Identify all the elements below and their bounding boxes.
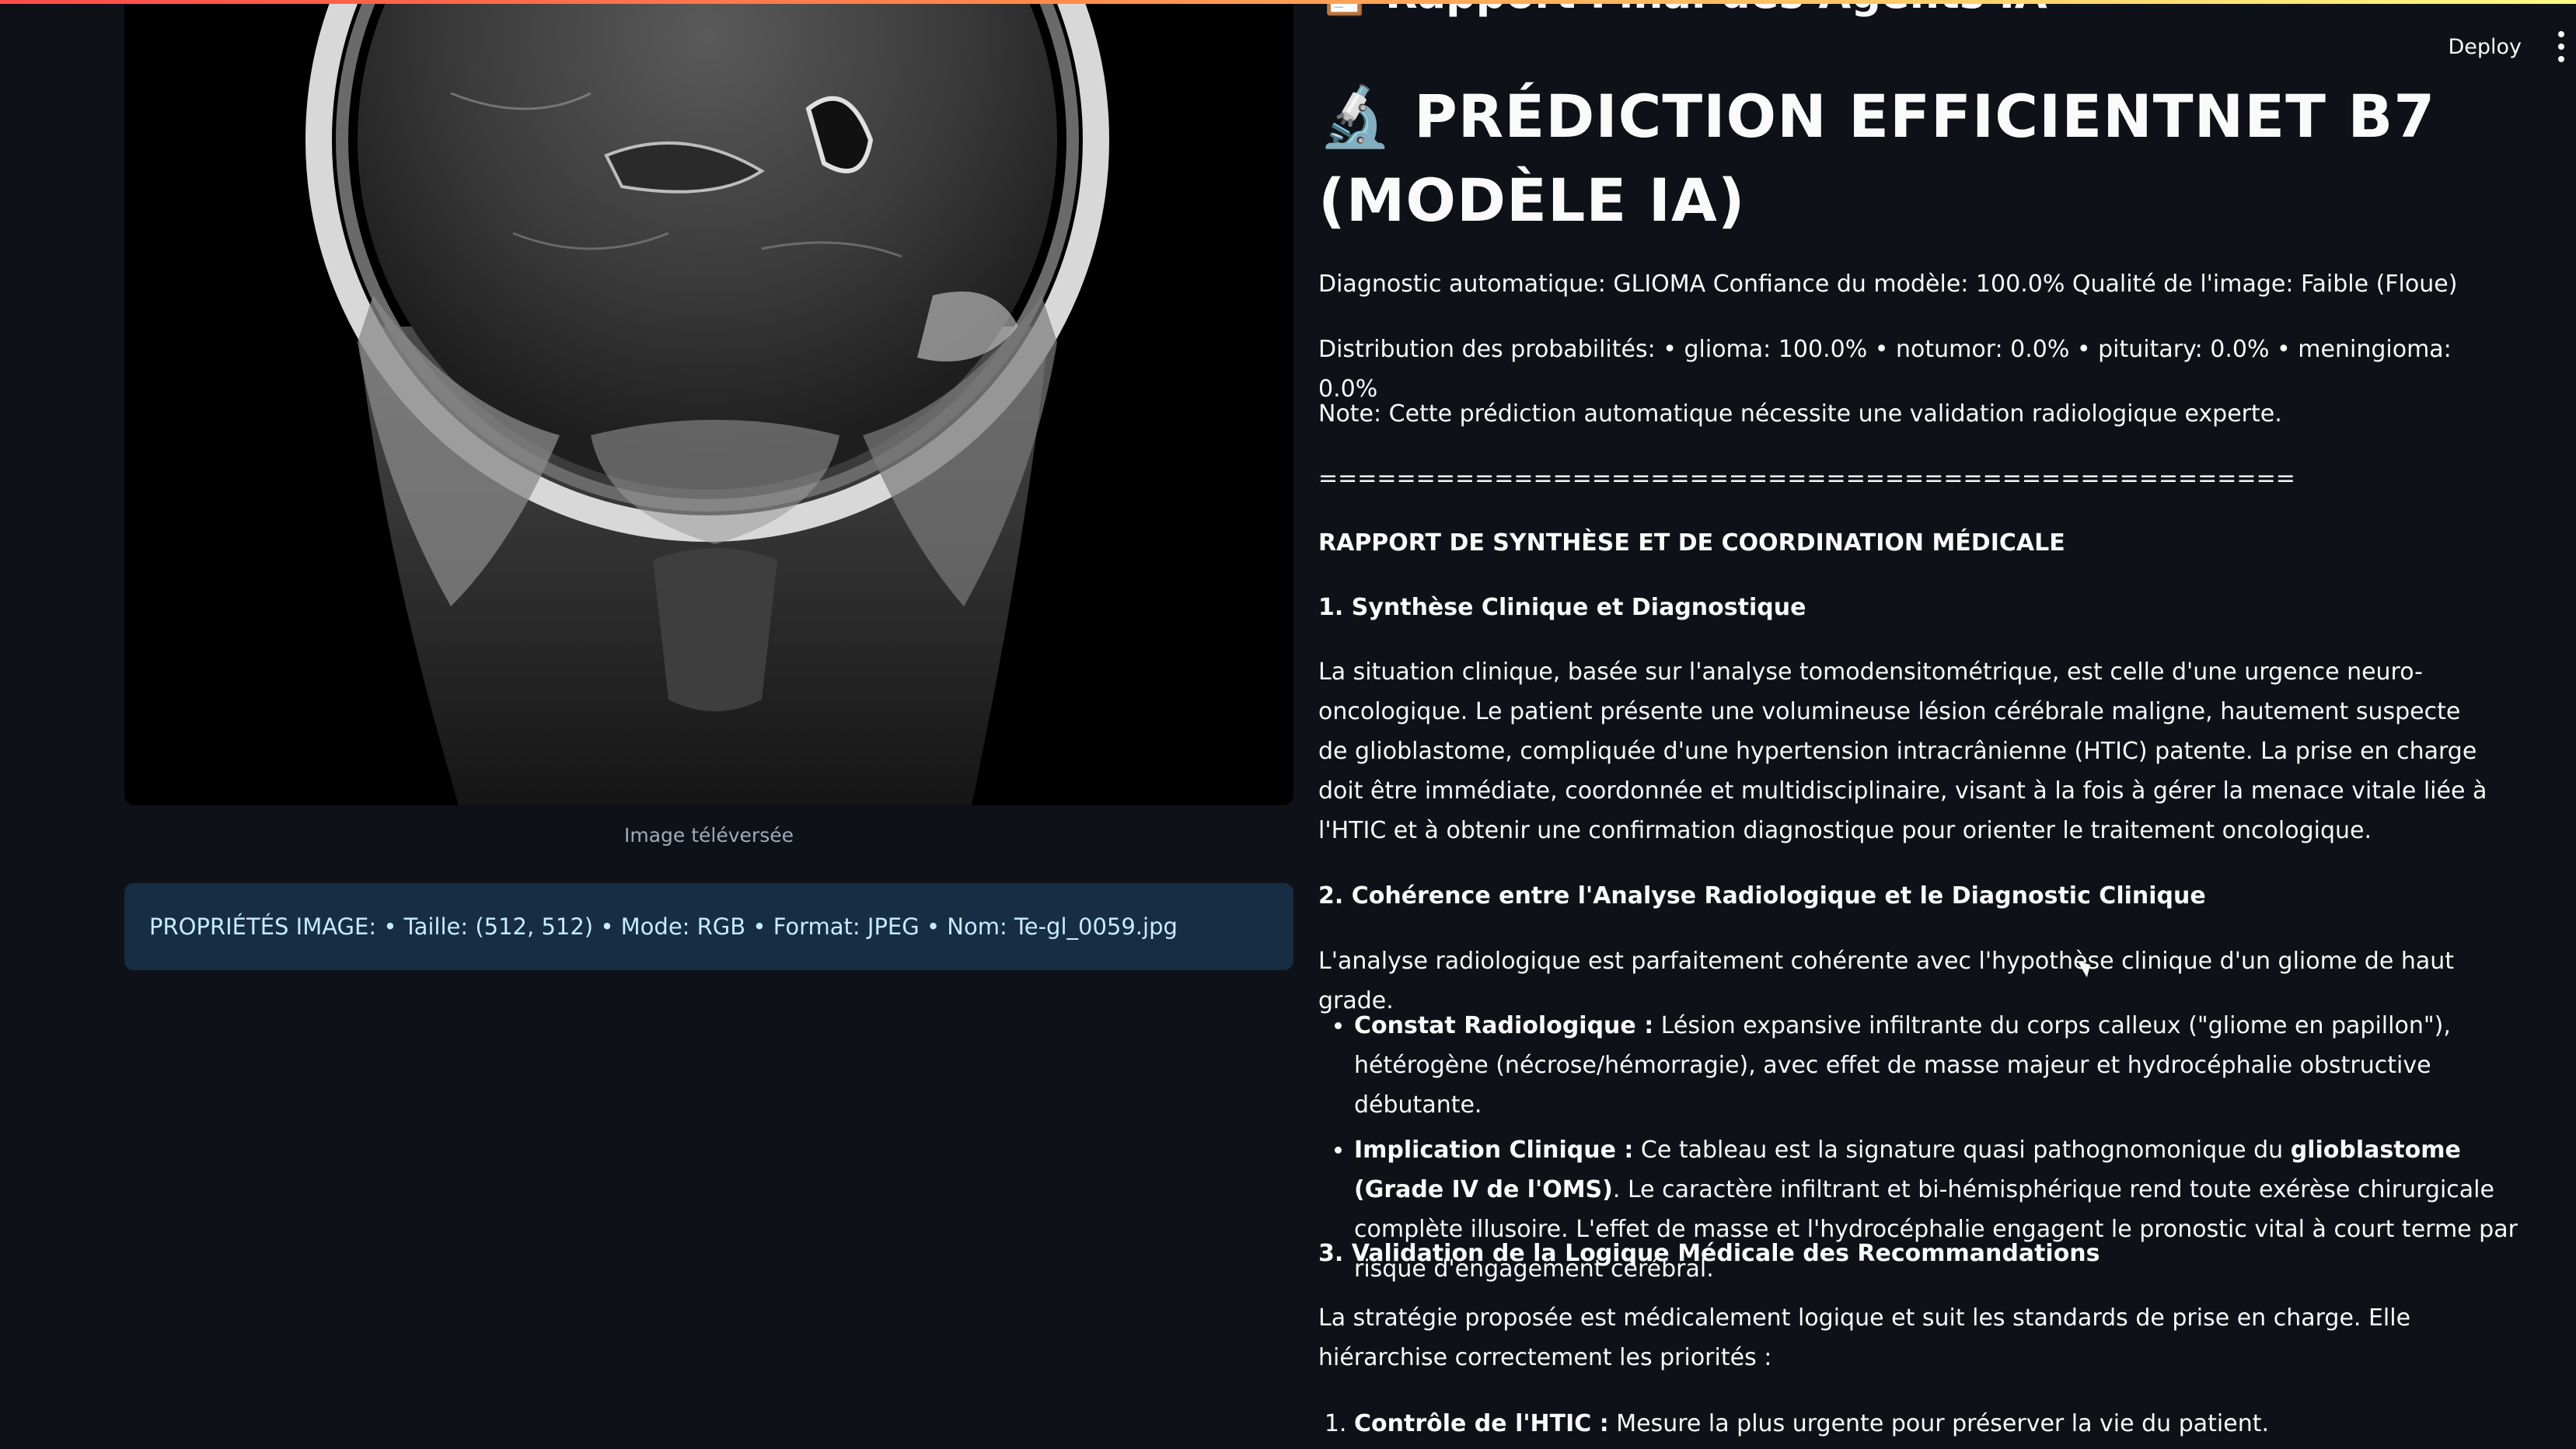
final-report-heading-partial: 📋 Rapport Final des Agents IA	[1318, 0, 2047, 19]
list-item: Contrôle de l'HTIC : Mesure la plus urge…	[1354, 1404, 2528, 1444]
report-icon: 📋	[1318, 0, 1385, 18]
prediction-heading: 🔬 PRÉDICTION EFFICIENTNET B7 (MODÈLE IA)	[1318, 82, 2436, 235]
top-decoration-bar	[0, 0, 2576, 4]
report-title: RAPPORT DE SYNTHÈSE ET DE COORDINATION M…	[1318, 529, 2065, 557]
section-2-body: L'analyse radiologique est parfaitement …	[1318, 948, 2455, 1014]
main-menu-icon[interactable]	[2557, 31, 2565, 62]
image-properties-info-box: PROPRIÉTÉS IMAGE: • Taille: (512, 512) •…	[124, 883, 1293, 970]
diagnostic-line: Diagnostic automatique: GLIOMA Confiance…	[1318, 271, 2458, 298]
separator-line: ========================================…	[1318, 465, 2295, 492]
prediction-note: Note: Cette prédiction automatique néces…	[1318, 400, 2282, 428]
section-3-numbered-list: Contrôle de l'HTIC : Mesure la plus urge…	[1318, 1404, 2528, 1449]
section-1-title: 1. Synthèse Clinique et Diagnostique	[1318, 594, 1806, 621]
probability-distribution-line: Distribution des probabilités: • glioma:…	[1318, 336, 2452, 403]
section-1-body: La situation clinique, basée sur l'analy…	[1318, 658, 2487, 844]
uploaded-mri-image	[124, 0, 1293, 805]
list-item: Implication Clinique : Ce tableau est la…	[1354, 1130, 2528, 1289]
section-2-title: 2. Cohérence entre l'Analyse Radiologiqu…	[1318, 882, 2206, 910]
app-header-toolbar: Deploy	[2374, 4, 2576, 89]
section-3-body: La stratégie proposée est médicalement l…	[1318, 1304, 2411, 1371]
section-2-bullet-list: Constat Radiologique : Lésion expansive …	[1318, 1006, 2528, 1294]
section-3-title: 3. Validation de la Logique Médicale des…	[1318, 1240, 2100, 1267]
deploy-button[interactable]: Deploy	[2443, 34, 2526, 60]
mri-scan-graphic	[124, 0, 1293, 805]
image-caption: Image téléversée	[624, 824, 794, 847]
list-item: Constat Radiologique : Lésion expansive …	[1354, 1006, 2528, 1125]
image-properties-text: PROPRIÉTÉS IMAGE: • Taille: (512, 512) •…	[149, 913, 1178, 940]
microscope-icon: 🔬	[1318, 82, 1415, 151]
